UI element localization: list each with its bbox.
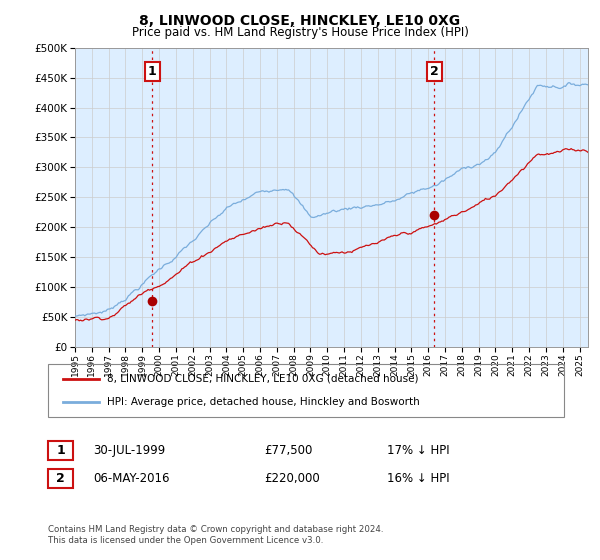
Text: 16% ↓ HPI: 16% ↓ HPI — [387, 472, 449, 486]
Text: £220,000: £220,000 — [264, 472, 320, 486]
Text: 17% ↓ HPI: 17% ↓ HPI — [387, 444, 449, 458]
Text: 2: 2 — [56, 472, 65, 486]
Text: 1: 1 — [56, 444, 65, 458]
Text: 8, LINWOOD CLOSE, HINCKLEY, LE10 0XG: 8, LINWOOD CLOSE, HINCKLEY, LE10 0XG — [139, 14, 461, 28]
Text: Price paid vs. HM Land Registry's House Price Index (HPI): Price paid vs. HM Land Registry's House … — [131, 26, 469, 39]
Text: 2: 2 — [430, 65, 439, 78]
Text: 06-MAY-2016: 06-MAY-2016 — [93, 472, 170, 486]
Text: £77,500: £77,500 — [264, 444, 313, 458]
Text: 1: 1 — [148, 65, 157, 78]
Text: 8, LINWOOD CLOSE, HINCKLEY, LE10 0XG (detached house): 8, LINWOOD CLOSE, HINCKLEY, LE10 0XG (de… — [107, 374, 418, 384]
Text: Contains HM Land Registry data © Crown copyright and database right 2024.
This d: Contains HM Land Registry data © Crown c… — [48, 525, 383, 545]
Text: 30-JUL-1999: 30-JUL-1999 — [93, 444, 165, 458]
Text: HPI: Average price, detached house, Hinckley and Bosworth: HPI: Average price, detached house, Hinc… — [107, 397, 419, 407]
